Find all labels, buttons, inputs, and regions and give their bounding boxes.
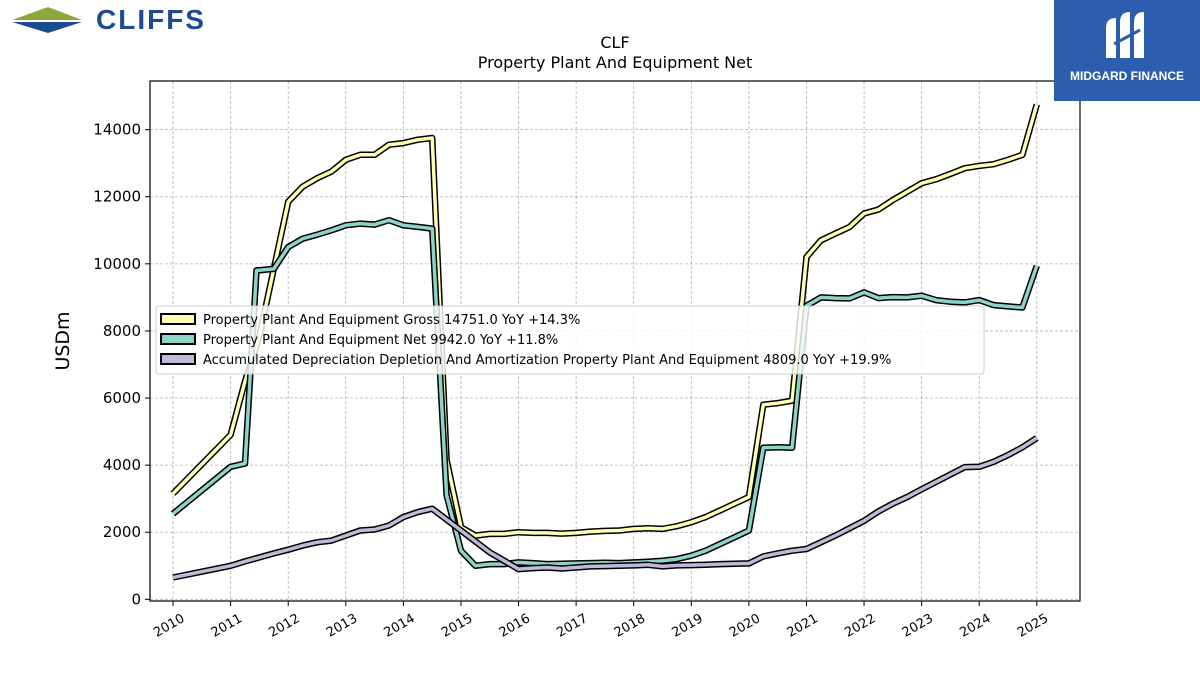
midgard-logo-text: MIDGARD FINANCE: [1070, 69, 1184, 83]
y-tick-label: 6000: [103, 389, 141, 407]
cliffs-logo-text: CLIFFS: [96, 4, 206, 35]
x-tick-label: 2020: [727, 611, 763, 641]
x-tick-label: 2012: [266, 611, 302, 641]
x-tick-label: 2014: [382, 611, 418, 641]
x-tick-label: 2011: [209, 611, 245, 641]
cliffs-logo: CLIFFS: [8, 3, 248, 37]
x-tick-label: 2023: [900, 611, 936, 641]
series-line: [171, 104, 1039, 538]
series-line-outline: [172, 435, 1039, 581]
y-tick-label: 0: [131, 590, 141, 608]
y-tick-label: 10000: [93, 255, 141, 273]
series-layer: [170, 103, 1040, 581]
y-tick-label: 12000: [93, 188, 141, 206]
legend-frame: [155, 305, 985, 375]
y-tick-label: 2000: [103, 523, 141, 541]
x-tick-label: 2015: [439, 611, 475, 641]
cliffs-logo-mark-icon: [12, 7, 82, 33]
y-tick-label: 14000: [93, 121, 141, 139]
series-line: [172, 436, 1038, 580]
series-line: [171, 218, 1039, 568]
x-tick-label: 2024: [957, 611, 993, 641]
x-tick-label: 2013: [324, 611, 360, 641]
y-tick-label: 8000: [103, 322, 141, 340]
chart-title: CLF: [600, 33, 629, 52]
y-axis-label: USDm: [52, 311, 74, 370]
legend-swatch: [160, 333, 196, 345]
x-tick-label: 2025: [1015, 611, 1051, 641]
midgard-logo-mark-icon: [1106, 12, 1144, 58]
x-tick-label: 2016: [497, 611, 533, 641]
x-tick-label: 2019: [669, 611, 705, 641]
x-tick-label: 2018: [612, 611, 648, 641]
legend-swatch: [160, 313, 196, 325]
chart-subtitle: Property Plant And Equipment Net: [478, 53, 753, 72]
series-line-outline: [170, 216, 1040, 570]
x-tick-label: 2010: [151, 611, 187, 641]
x-tick-label: 2021: [785, 611, 821, 641]
legend: Property Plant And Equipment Gross 14751…: [155, 305, 985, 375]
plot-frame: [149, 80, 1081, 602]
x-tick-label: 2022: [842, 611, 878, 641]
x-tick-label: 2017: [554, 611, 590, 641]
midgard-finance-logo: MIDGARD FINANCE: [1054, 0, 1200, 101]
legend-swatch: [160, 353, 196, 365]
legend-label: Accumulated Depreciation Depletion And A…: [203, 353, 891, 368]
legend-label: Property Plant And Equipment Net 9942.0 …: [203, 333, 558, 348]
legend-label: Property Plant And Equipment Gross 14751…: [203, 313, 580, 328]
y-tick-label: 4000: [103, 456, 141, 474]
